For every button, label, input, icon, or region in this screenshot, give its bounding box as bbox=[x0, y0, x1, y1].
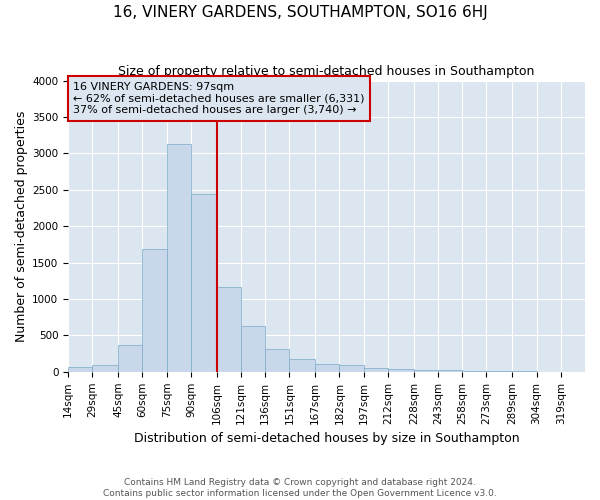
Bar bbox=[340, 366, 364, 372]
Bar bbox=[191, 194, 217, 372]
Title: Size of property relative to semi-detached houses in Southampton: Size of property relative to semi-detach… bbox=[118, 65, 535, 78]
Bar bbox=[315, 364, 340, 372]
Bar bbox=[118, 345, 142, 372]
Bar bbox=[265, 348, 289, 372]
Bar bbox=[92, 364, 118, 372]
Bar bbox=[142, 250, 167, 372]
Text: 16 VINERY GARDENS: 97sqm
← 62% of semi-detached houses are smaller (6,331)
37% o: 16 VINERY GARDENS: 97sqm ← 62% of semi-d… bbox=[73, 82, 365, 115]
Y-axis label: Number of semi-detached properties: Number of semi-detached properties bbox=[15, 110, 28, 342]
Bar bbox=[364, 368, 388, 372]
Bar bbox=[217, 286, 241, 372]
Text: Contains HM Land Registry data © Crown copyright and database right 2024.
Contai: Contains HM Land Registry data © Crown c… bbox=[103, 478, 497, 498]
Bar bbox=[68, 368, 92, 372]
Bar bbox=[167, 144, 191, 372]
Bar bbox=[388, 368, 414, 372]
Bar bbox=[438, 370, 462, 372]
Bar bbox=[289, 360, 315, 372]
Text: 16, VINERY GARDENS, SOUTHAMPTON, SO16 6HJ: 16, VINERY GARDENS, SOUTHAMPTON, SO16 6H… bbox=[113, 5, 487, 20]
Bar bbox=[241, 326, 265, 372]
X-axis label: Distribution of semi-detached houses by size in Southampton: Distribution of semi-detached houses by … bbox=[134, 432, 520, 445]
Bar bbox=[414, 370, 438, 372]
Bar bbox=[462, 371, 487, 372]
